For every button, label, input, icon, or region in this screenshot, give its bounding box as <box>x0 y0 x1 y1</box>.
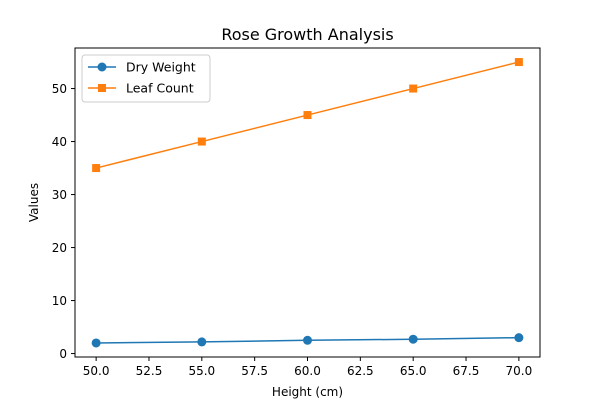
x-tick-label: 67.5 <box>453 364 480 378</box>
x-tick-label: 52.5 <box>136 364 163 378</box>
x-tick-label: 65.0 <box>400 364 427 378</box>
data-point-leaf-count <box>197 137 206 146</box>
legend-marker-leaf-count <box>98 84 106 92</box>
data-point-leaf-count <box>303 111 312 120</box>
legend-label-leaf-count: Leaf Count <box>126 81 194 96</box>
chart-title: Rose Growth Analysis <box>221 25 393 44</box>
y-axis: 0 10 20 30 40 50 <box>52 82 75 361</box>
x-tick-label: 50.0 <box>83 364 110 378</box>
x-tick-label: 70.0 <box>506 364 533 378</box>
data-point-dry-weight <box>197 337 207 347</box>
data-point-dry-weight <box>303 335 312 345</box>
legend-label-dry-weight: Dry Weight <box>126 60 196 75</box>
data-point-dry-weight <box>514 333 524 343</box>
x-tick-label: 62.5 <box>347 364 374 378</box>
x-tick-label: 60.0 <box>294 364 321 378</box>
data-point-leaf-count <box>409 84 418 93</box>
x-axis-label: Height (cm) <box>272 385 343 399</box>
y-tick-label: 0 <box>59 347 67 361</box>
data-point-leaf-count <box>514 58 523 67</box>
data-point-leaf-count <box>92 164 101 173</box>
data-point-dry-weight <box>408 334 418 344</box>
x-tick-label: 57.5 <box>241 364 268 378</box>
x-tick-label: 55.0 <box>188 364 215 378</box>
legend: Dry Weight Leaf Count <box>81 54 211 103</box>
plot-area <box>91 58 524 348</box>
y-tick-label: 20 <box>52 241 67 255</box>
y-tick-label: 30 <box>52 188 67 202</box>
x-axis: 50.0 52.5 55.0 57.5 60.0 62.5 65.0 67.5 70.0 <box>83 357 532 378</box>
y-axis-label: Values <box>27 183 41 222</box>
legend-marker-dry-weight <box>97 62 107 72</box>
y-tick-label: 50 <box>52 82 67 96</box>
data-point-dry-weight <box>91 338 101 348</box>
y-tick-label: 40 <box>52 135 67 149</box>
y-tick-label: 10 <box>52 294 67 308</box>
